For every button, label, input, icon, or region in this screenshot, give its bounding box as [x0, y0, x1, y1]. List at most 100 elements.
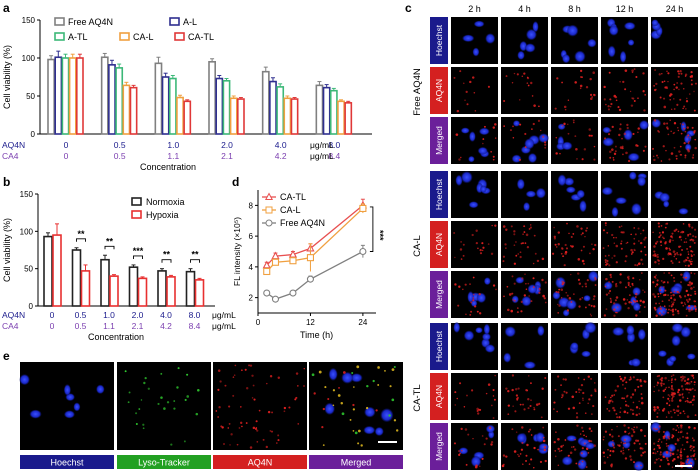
nucleus	[484, 344, 496, 353]
red-signal	[632, 401, 635, 404]
red-signal	[655, 82, 658, 86]
nucleus	[566, 299, 577, 310]
nucleus	[462, 34, 475, 42]
red-signal	[604, 261, 607, 263]
red-signal	[267, 410, 271, 414]
red-signal	[217, 369, 221, 372]
red-signal	[672, 313, 675, 316]
bar	[276, 86, 285, 135]
red-signal	[560, 384, 562, 386]
micrograph-tile	[20, 362, 114, 450]
red-signal	[611, 401, 614, 403]
red-signal	[288, 406, 291, 409]
colocalization-signal	[357, 429, 361, 433]
red-signal	[686, 126, 689, 129]
red-signal	[668, 437, 671, 440]
red-signal	[527, 430, 530, 433]
red-signal	[644, 145, 647, 148]
red-signal	[558, 304, 561, 307]
time-label: 12 h	[616, 4, 634, 14]
red-signal	[688, 298, 691, 301]
x-tick-aq4n: 2.0	[132, 310, 144, 320]
bar	[157, 270, 167, 307]
red-signal	[563, 105, 567, 109]
red-signal	[517, 453, 519, 456]
red-signal	[627, 448, 630, 451]
red-signal	[471, 389, 474, 392]
red-signal	[638, 240, 640, 242]
red-signal	[631, 393, 635, 396]
red-signal	[658, 262, 660, 265]
red-signal	[458, 158, 461, 161]
red-signal	[592, 71, 596, 74]
red-signal	[564, 108, 567, 111]
red-signal	[521, 441, 524, 444]
red-signal	[672, 374, 675, 377]
red-signal	[528, 295, 530, 297]
red-signal	[572, 406, 576, 410]
red-signal	[642, 90, 645, 93]
red-signal	[669, 93, 673, 96]
red-signal	[681, 392, 684, 395]
bar	[344, 102, 353, 135]
red-signal	[678, 261, 681, 264]
red-signal	[228, 423, 231, 425]
red-signal	[680, 281, 682, 283]
red-signal	[605, 224, 607, 227]
red-signal	[217, 388, 220, 391]
red-signal	[616, 385, 620, 388]
red-signal	[460, 156, 462, 159]
red-signal	[619, 123, 622, 126]
time-label: 2 h	[468, 4, 481, 14]
red-signal	[691, 447, 694, 450]
red-signal	[667, 311, 669, 314]
red-signal	[682, 223, 685, 225]
red-signal	[523, 294, 526, 297]
red-signal	[249, 364, 253, 367]
nucleus	[467, 291, 474, 303]
colocalization-signal	[351, 372, 354, 375]
red-signal	[660, 160, 663, 162]
row-unit: μg/mL	[212, 321, 236, 331]
x-tick-aq4n: 2.0	[221, 140, 233, 150]
red-signal	[557, 312, 559, 314]
red-signal	[690, 282, 694, 285]
red-signal	[570, 301, 573, 303]
red-signal	[615, 236, 618, 239]
red-signal	[637, 127, 640, 130]
nucleus	[659, 192, 670, 203]
red-signal	[512, 125, 514, 128]
red-signal	[557, 231, 560, 234]
red-signal	[688, 93, 691, 95]
red-signal	[466, 103, 469, 106]
red-signal	[679, 70, 682, 73]
red-signal	[680, 376, 683, 379]
red-signal	[508, 293, 512, 296]
nucleus	[576, 189, 585, 199]
red-signal	[507, 404, 511, 407]
red-signal	[639, 299, 642, 303]
red-signal	[606, 456, 609, 459]
red-signal	[521, 242, 524, 245]
nucleus	[473, 20, 485, 28]
nucleus	[574, 50, 586, 63]
red-signal	[658, 312, 661, 315]
red-signal	[542, 294, 545, 298]
red-signal	[481, 457, 484, 460]
red-signal	[687, 388, 690, 391]
red-signal	[624, 260, 627, 263]
nucleus	[328, 368, 338, 381]
red-signal	[521, 75, 524, 78]
red-signal	[511, 428, 514, 431]
red-signal	[483, 443, 486, 446]
red-signal	[690, 254, 693, 258]
red-signal	[677, 75, 680, 78]
red-signal	[514, 388, 518, 391]
colocalization-signal	[375, 409, 378, 412]
nucleus	[485, 33, 496, 44]
x-tick-ca4: 4.2	[275, 151, 287, 161]
red-signal	[673, 131, 676, 134]
red-signal	[680, 239, 683, 241]
red-signal	[462, 82, 465, 85]
